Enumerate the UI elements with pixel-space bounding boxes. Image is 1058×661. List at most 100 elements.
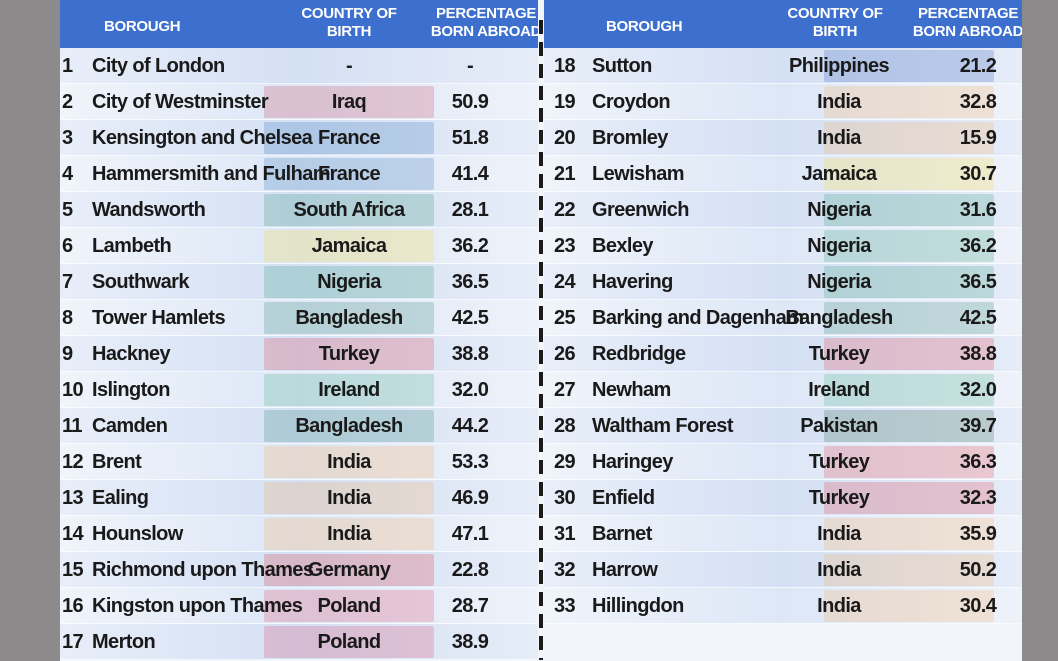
percentage-born-abroad: 30.4 [959,595,997,617]
country-of-birth: Bangladesh [295,415,403,437]
country-of-birth: Poland [317,595,381,617]
table-row: 23 Bexley Nigeria 36.2 [544,228,1022,264]
percentage-born-abroad: 46.9 [451,487,489,509]
row-number: 26 [554,343,576,365]
table-row: 14 Hounslow India 47.1 [60,516,538,552]
flag-tint [824,338,994,370]
flag-tint [824,194,994,226]
country-of-birth: Ireland [808,379,870,401]
row-number: 16 [62,595,84,617]
percentage-born-abroad: 36.2 [451,235,489,257]
country-of-birth: Bangladesh [785,307,893,329]
flag-tint [264,158,434,190]
percentage-born-abroad: 53.3 [451,451,489,473]
row-number: 22 [554,199,576,221]
row-number: 9 [62,343,73,365]
table-header-left: BOROUGH COUNTRY OF BIRTH PERCENTAGE BORN… [60,0,541,48]
table-row: 8 Tower Hamlets Bangladesh 42.5 [60,300,538,336]
country-of-birth: - [345,55,353,77]
country-of-birth: India [327,523,371,545]
percentage-born-abroad: 36.5 [959,271,997,293]
table-row: 11 Camden Bangladesh 44.2 [60,408,538,444]
percentage-born-abroad: 47.1 [451,523,489,545]
percentage-born-abroad: 28.1 [451,199,489,221]
country-of-birth: Philippines [788,55,890,77]
header-borough: BOROUGH [606,18,683,35]
borough-name: Ealing [92,487,149,509]
borough-name: Waltham Forest [592,415,733,437]
table-header-right: BOROUGH COUNTRY OF BIRTH PERCENTAGE BORN… [544,0,1022,48]
flag-tint [824,482,994,514]
table-row: 30 Enfield Turkey 32.3 [544,480,1022,516]
table-row: 29 Haringey Turkey 36.3 [544,444,1022,480]
percentage-born-abroad: 50.2 [959,559,997,581]
percentage-born-abroad: 32.8 [959,91,997,113]
borough-name: Lambeth [92,235,172,257]
row-number: 30 [554,487,576,509]
borough-name: Barnet [592,523,652,545]
flag-tint [264,302,434,334]
flag-tint [824,50,994,82]
table-row: 19 Croydon India 32.8 [544,84,1022,120]
header-percentage-born-abroad: PERCENTAGE BORN ABROAD [908,5,1022,41]
row-number: 33 [554,595,576,617]
flag-tint [264,194,434,226]
row-number: 3 [62,127,73,149]
table-row: 12 Brent India 53.3 [60,444,538,480]
percentage-born-abroad: 38.9 [451,631,489,653]
country-of-birth: India [817,523,861,545]
percentage-born-abroad: 15.9 [959,127,997,149]
percentage-born-abroad: 28.7 [451,595,489,617]
borough-name: Kensington and Chelsea [92,127,313,149]
borough-name: Barking and Dagenham [592,307,804,329]
percentage-born-abroad: 35.9 [959,523,997,545]
column-divider [539,20,543,660]
flag-tint [824,590,994,622]
percentage-born-abroad: 41.4 [451,163,489,185]
percentage-born-abroad: 21.2 [959,55,997,77]
table-row: 31 Barnet India 35.9 [544,516,1022,552]
row-number: 2 [62,91,73,113]
table-row: 24 Havering Nigeria 36.5 [544,264,1022,300]
table-row: 21 Lewisham Jamaica 30.7 [544,156,1022,192]
borough-name: Lewisham [592,163,685,185]
header-country-line2: BIRTH [812,23,858,40]
borough-table: BOROUGH COUNTRY OF BIRTH PERCENTAGE BORN… [60,0,1022,661]
row-number: 29 [554,451,576,473]
country-of-birth: Iraq [331,91,367,113]
percentage-born-abroad: 31.6 [959,199,997,221]
row-number: 25 [554,307,576,329]
flag-tint [824,554,994,586]
borough-name: Tower Hamlets [92,307,226,329]
row-number: 17 [62,631,84,653]
row-number: 12 [62,451,84,473]
borough-name: Islington [92,379,171,401]
flag-tint [824,230,994,262]
table-row: 7 Southwark Nigeria 36.5 [60,264,538,300]
header-country-of-birth: COUNTRY OF BIRTH [294,5,404,41]
country-of-birth: India [327,487,371,509]
row-number: 5 [62,199,73,221]
flag-tint [264,230,434,262]
country-of-birth: Ireland [318,379,380,401]
row-number: 13 [62,487,84,509]
borough-name: Croydon [592,91,671,113]
table-row: 28 Waltham Forest Pakistan 39.7 [544,408,1022,444]
country-of-birth: Nigeria [317,271,381,293]
country-of-birth: France [318,127,381,149]
flag-tint [824,446,994,478]
borough-name: Redbridge [592,343,686,365]
row-number: 20 [554,127,576,149]
borough-name: Greenwich [592,199,689,221]
flag-tint [824,518,994,550]
flag-tint [264,338,434,370]
row-number: 27 [554,379,576,401]
flag-tint [264,554,434,586]
borough-name: Brent [92,451,142,473]
flag-tint [264,626,434,658]
row-number: 8 [62,307,73,329]
table-row: 13 Ealing India 46.9 [60,480,538,516]
borough-name: Wandsworth [92,199,206,221]
flag-tint [264,410,434,442]
percentage-born-abroad: 42.5 [451,307,489,329]
